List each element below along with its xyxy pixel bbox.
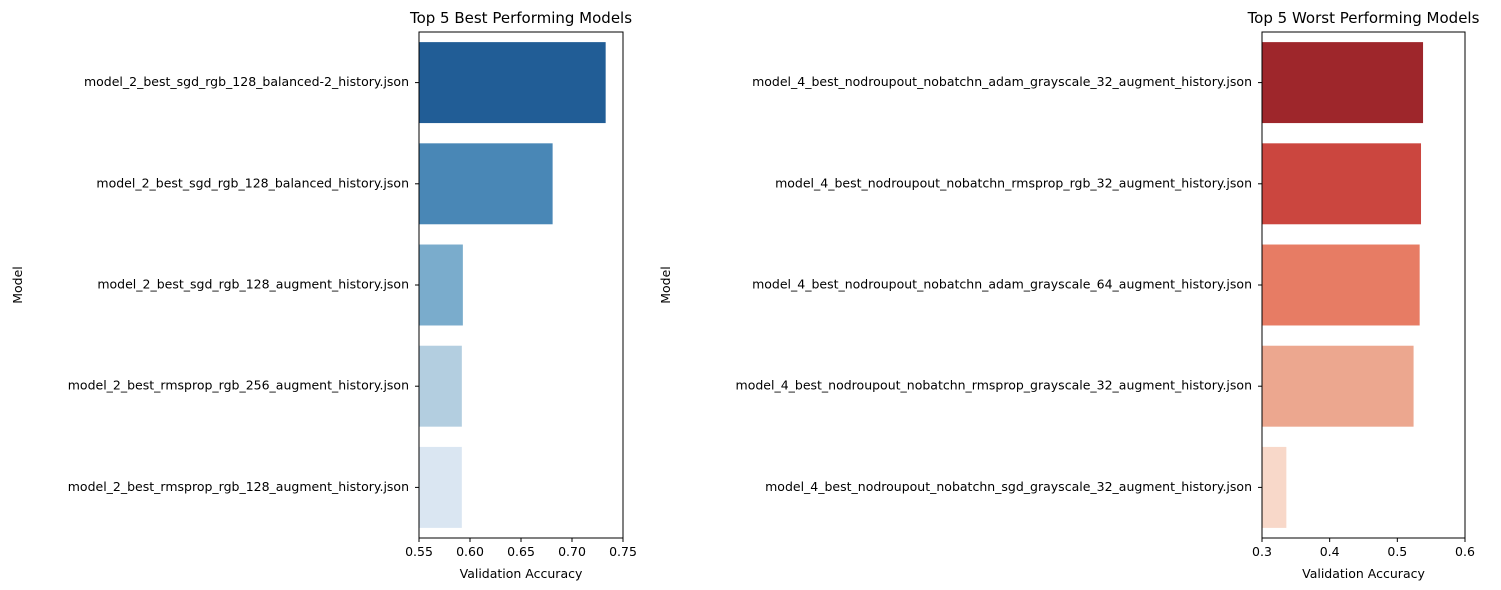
best-bar-2 bbox=[419, 143, 553, 225]
best-category-label-5: model_2_best_rmsprop_rgb_128_augment_his… bbox=[68, 479, 409, 494]
best-xtick-label-2: 0.60 bbox=[456, 544, 484, 559]
worst-models-panel: model_4_best_nodroupout_nobatchn_adam_gr… bbox=[658, 9, 1480, 581]
best-xtick-label-1: 0.55 bbox=[405, 544, 433, 559]
best-chart-title: Top 5 Best Performing Models bbox=[409, 9, 632, 27]
best-bar-3 bbox=[419, 244, 463, 326]
worst-xtick-label-4: 0.6 bbox=[1455, 544, 1475, 559]
worst-xtick-label-3: 0.5 bbox=[1387, 544, 1407, 559]
worst-bar-1 bbox=[1262, 42, 1424, 124]
best-category-label-1: model_2_best_sgd_rgb_128_balanced-2_hist… bbox=[84, 74, 409, 89]
best-category-label-2: model_2_best_sgd_rgb_128_balanced_histor… bbox=[96, 175, 409, 190]
worst-xtick-label-1: 0.3 bbox=[1252, 544, 1272, 559]
worst-bar-5 bbox=[1262, 446, 1287, 528]
best-category-label-4: model_2_best_rmsprop_rgb_256_augment_his… bbox=[68, 378, 409, 393]
best-bar-1 bbox=[419, 42, 606, 124]
worst-category-label-4: model_4_best_nodroupout_nobatchn_rmsprop… bbox=[736, 378, 1252, 393]
best-category-label-3: model_2_best_sgd_rgb_128_augment_history… bbox=[97, 277, 409, 292]
best-bar-4 bbox=[419, 345, 462, 427]
worst-category-label-1: model_4_best_nodroupout_nobatchn_adam_gr… bbox=[752, 74, 1252, 89]
best-x-axis-label: Validation Accuracy bbox=[460, 566, 583, 581]
worst-bar-2 bbox=[1262, 143, 1422, 225]
worst-xtick-label-2: 0.4 bbox=[1320, 544, 1340, 559]
best-xtick-label-4: 0.70 bbox=[558, 544, 586, 559]
best-xtick-label-3: 0.65 bbox=[507, 544, 535, 559]
best-xtick-label-5: 0.75 bbox=[609, 544, 637, 559]
worst-x-axis-label: Validation Accuracy bbox=[1302, 566, 1425, 581]
worst-category-label-5: model_4_best_nodroupout_nobatchn_sgd_gra… bbox=[765, 479, 1252, 494]
worst-plot-frame bbox=[1261, 31, 1466, 539]
worst-bar-4 bbox=[1262, 345, 1414, 427]
best-bar-5 bbox=[419, 446, 462, 528]
worst-category-label-3: model_4_best_nodroupout_nobatchn_adam_gr… bbox=[752, 277, 1252, 292]
best-models-panel: model_2_best_sgd_rgb_128_balanced-2_hist… bbox=[10, 9, 637, 581]
best-y-axis-label: Model bbox=[10, 266, 25, 304]
worst-bar-3 bbox=[1262, 244, 1420, 326]
worst-category-label-2: model_4_best_nodroupout_nobatchn_rmsprop… bbox=[775, 175, 1252, 190]
worst-chart-title: Top 5 Worst Performing Models bbox=[1247, 9, 1480, 27]
worst-y-axis-label: Model bbox=[658, 266, 673, 304]
